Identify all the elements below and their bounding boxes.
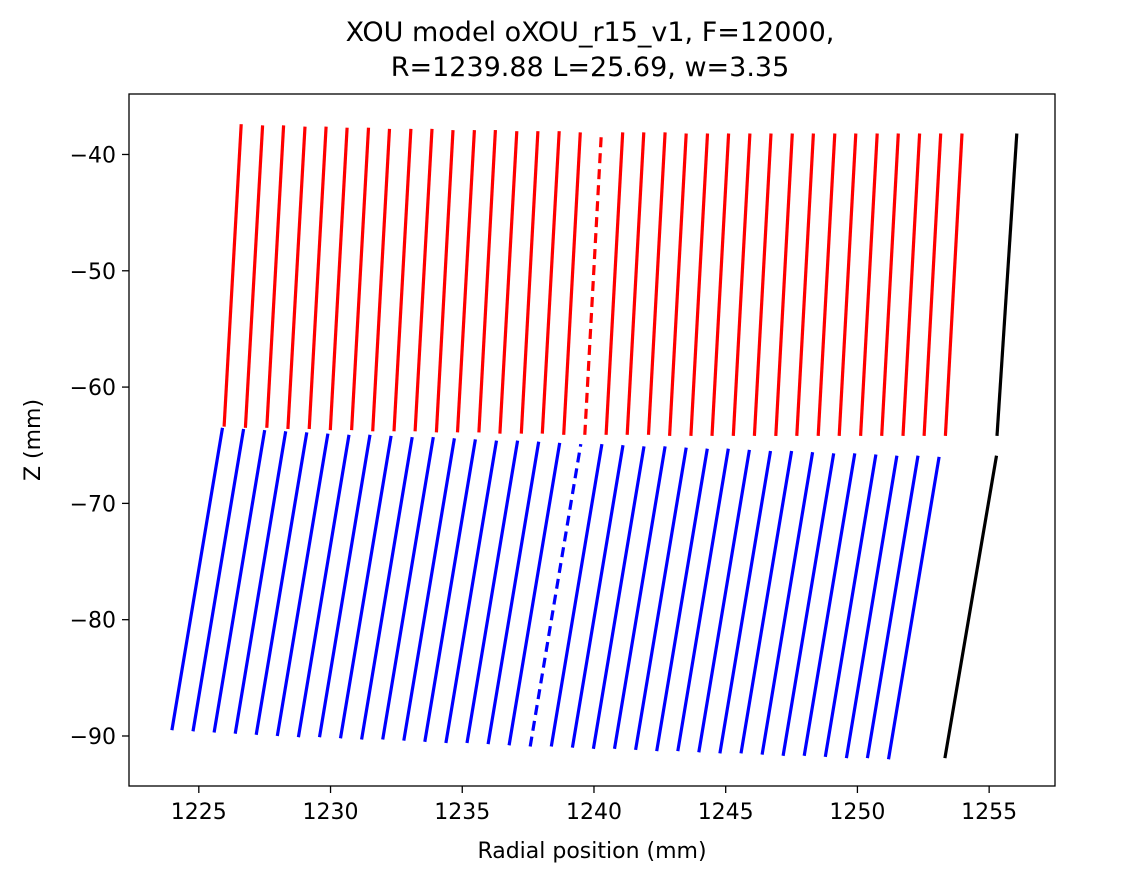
upper-segment-9	[413, 128, 434, 432]
lower-segment-0	[170, 427, 225, 731]
lower-segment-29	[781, 453, 836, 757]
lower-segment-1	[191, 428, 246, 732]
lower-segment-27	[739, 450, 794, 754]
upper-segment-30	[859, 133, 879, 436]
lower-segment-31	[823, 454, 878, 758]
upper-segment-20	[646, 132, 667, 435]
lower-segment-16	[507, 442, 562, 746]
upper-segment-27	[795, 133, 815, 436]
upper-segment-1	[243, 125, 265, 428]
upper-segment-0	[222, 124, 243, 427]
upper-segment-11	[455, 130, 476, 433]
outer-segment-0	[995, 133, 1019, 437]
upper-segment-8	[392, 128, 413, 432]
lower-segment-10	[381, 436, 435, 740]
y-axis: −40 −50 −60 −70 −80 −90	[70, 143, 129, 750]
x-tick-label-1225: 1225	[171, 800, 227, 825]
lower-segment-26	[718, 450, 773, 754]
lower-segment-24	[676, 448, 730, 752]
outer-segment-1	[943, 455, 999, 759]
lower-segment-34	[886, 456, 941, 760]
lower-segment-33	[865, 455, 920, 759]
x-tick-label-1240: 1240	[566, 800, 622, 825]
x-axis-label: Radial position (mm)	[477, 839, 706, 864]
plot-frame	[128, 93, 1056, 787]
upper-segment-33	[922, 133, 943, 436]
upper-segment-19	[625, 132, 646, 435]
x-tick-label-1250: 1250	[829, 800, 885, 825]
chart-title-line-1: XOU model oXOU_r15_v1, F=12000,	[346, 17, 835, 48]
upper-segment-22	[689, 133, 710, 436]
lower-segment-8	[338, 435, 393, 739]
lower-segment-15	[486, 441, 541, 745]
x-tick-label-1255: 1255	[961, 800, 1017, 825]
lower-segment-18	[549, 443, 604, 747]
y-tick-label--50: −50	[70, 260, 116, 285]
upper-segment-6	[350, 127, 371, 431]
lower-segment-21	[612, 446, 667, 750]
lower-segment-19	[570, 444, 625, 748]
lower-segment-11	[402, 438, 456, 741]
upper-segment-17	[583, 132, 603, 435]
lower-segment-17	[528, 443, 583, 747]
y-tick-label--40: −40	[70, 143, 116, 168]
upper-segment-16	[562, 132, 582, 435]
upper-segment-7	[371, 128, 392, 432]
lower-segment-5	[275, 433, 330, 737]
lower-segment-13	[444, 440, 499, 744]
y-tick-label--60: −60	[70, 376, 116, 401]
y-tick-label--80: −80	[70, 609, 116, 634]
upper-segment-13	[498, 131, 519, 434]
upper-segment-23	[710, 133, 731, 436]
upper-segment-31	[880, 133, 900, 436]
lower-segment-14	[465, 440, 520, 744]
lower-segment-32	[844, 455, 899, 759]
upper-segment-26	[774, 133, 794, 436]
chart-title-line-2: R=1239.88 L=25.69, w=3.35	[391, 52, 790, 83]
lower-segment-3	[233, 431, 288, 734]
lower-segment-4	[254, 432, 309, 736]
upper-segment-24	[731, 133, 752, 436]
lower-segment-12	[423, 439, 477, 743]
lower-segment-22	[634, 447, 688, 751]
x-tick-label-1245: 1245	[698, 800, 754, 825]
lower-segment-28	[760, 451, 815, 755]
lower-segment-20	[591, 446, 646, 750]
segment-group	[170, 124, 1019, 760]
upper-segment-3	[286, 126, 307, 430]
lower-segment-2	[212, 429, 267, 733]
upper-segment-28	[816, 133, 837, 436]
upper-segment-14	[519, 131, 540, 434]
y-tick-label--90: −90	[70, 725, 116, 750]
upper-segment-10	[434, 130, 455, 433]
upper-segment-2	[265, 125, 286, 428]
upper-segment-25	[752, 133, 773, 436]
upper-segment-34	[943, 133, 964, 436]
x-axis: 1225 1230 1235 1240 1245 1250 1255	[171, 786, 1017, 825]
lower-segment-6	[296, 434, 351, 738]
lower-segment-30	[802, 453, 857, 757]
lower-segment-25	[697, 449, 751, 753]
y-axis-label: Z (mm)	[21, 399, 46, 481]
lower-segment-9	[360, 436, 414, 740]
lower-segment-7	[317, 434, 372, 738]
upper-segment-32	[901, 133, 922, 436]
lower-segment-23	[655, 448, 709, 752]
upper-segment-29	[837, 133, 858, 436]
upper-segment-4	[307, 126, 328, 430]
y-tick-label--70: −70	[70, 492, 116, 517]
x-tick-label-1235: 1235	[434, 800, 490, 825]
upper-segment-21	[668, 133, 688, 436]
upper-segment-5	[328, 127, 349, 431]
upper-segment-15	[540, 131, 561, 434]
upper-segment-18	[604, 132, 625, 435]
x-tick-label-1230: 1230	[303, 800, 359, 825]
upper-segment-12	[477, 130, 497, 433]
